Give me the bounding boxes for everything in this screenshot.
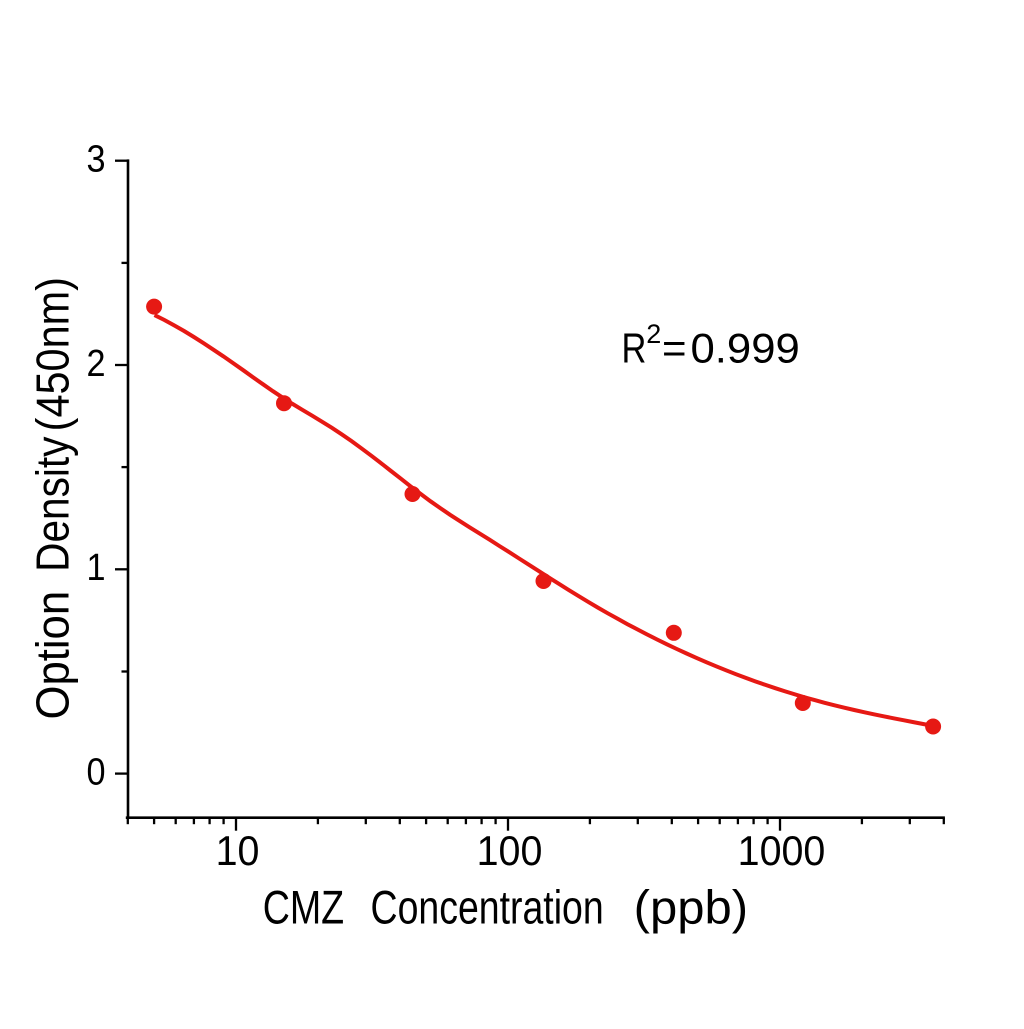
svg-text:(450nm): (450nm): [28, 277, 79, 431]
svg-text:3: 3: [86, 137, 105, 180]
svg-text:0: 0: [86, 750, 105, 793]
svg-text:10: 10: [216, 827, 260, 874]
svg-text:=: =: [662, 325, 687, 372]
svg-text:CMZ: CMZ: [263, 882, 344, 935]
svg-text:1: 1: [86, 545, 105, 588]
svg-text:R: R: [622, 325, 647, 372]
svg-text:Concentration: Concentration: [371, 883, 604, 935]
svg-text:(ppb): (ppb): [634, 882, 748, 934]
svg-text:2: 2: [646, 319, 661, 349]
svg-text:0.999: 0.999: [691, 325, 800, 372]
svg-text:100: 100: [477, 827, 543, 874]
svg-text:2: 2: [86, 341, 105, 384]
svg-text:Option: Option: [26, 591, 78, 720]
svg-text:Density: Density: [28, 436, 79, 572]
svg-text:1000: 1000: [738, 827, 826, 874]
